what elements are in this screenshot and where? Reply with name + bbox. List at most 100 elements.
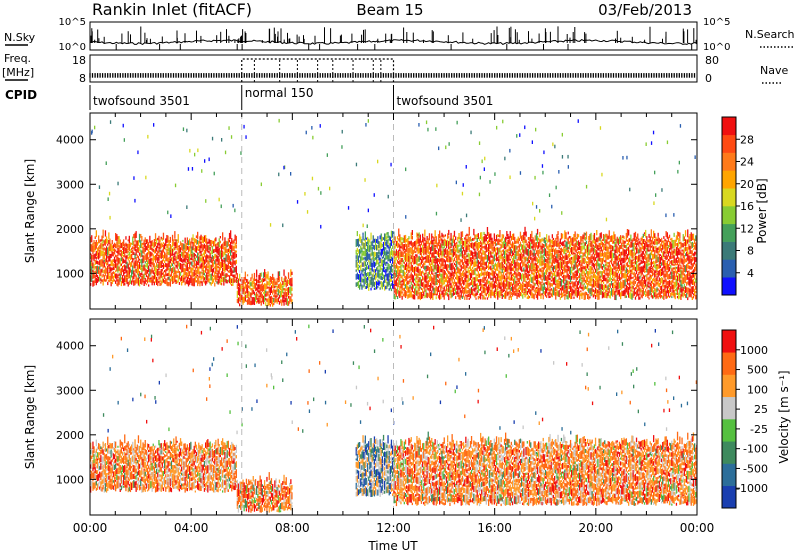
echo-cell bbox=[655, 246, 657, 253]
echo-cell bbox=[440, 258, 442, 262]
echo-cell bbox=[232, 274, 234, 278]
echo-cell bbox=[394, 243, 396, 249]
echo-cell bbox=[266, 298, 268, 302]
echo-cell bbox=[371, 257, 373, 260]
echo-cell bbox=[598, 252, 600, 261]
echo-cell bbox=[499, 275, 501, 281]
echo-cell bbox=[457, 255, 459, 264]
echo-cell bbox=[475, 292, 477, 297]
echo-cell bbox=[597, 271, 599, 276]
echo-cell bbox=[207, 275, 209, 282]
echo-cell bbox=[90, 480, 92, 486]
echo-cell bbox=[94, 260, 96, 265]
echo-cell bbox=[448, 276, 450, 284]
echo-cell bbox=[181, 251, 183, 257]
echo-cell bbox=[432, 272, 434, 276]
echo-cell bbox=[646, 241, 648, 248]
echo-cell bbox=[145, 450, 148, 456]
echo-cell bbox=[198, 256, 200, 266]
echo-cell bbox=[388, 254, 390, 262]
echo-scatter bbox=[516, 134, 518, 138]
echo-cell bbox=[148, 471, 150, 474]
echo-cell bbox=[222, 243, 224, 250]
echo-cell bbox=[646, 257, 648, 264]
echo-cell bbox=[175, 250, 177, 254]
echo-cell bbox=[156, 238, 158, 245]
echo-cell bbox=[650, 245, 652, 248]
echo-cell bbox=[633, 279, 635, 286]
echo-cell bbox=[168, 260, 170, 268]
echo-cell bbox=[654, 250, 656, 259]
echo-cell bbox=[99, 466, 101, 470]
echo-cell bbox=[127, 256, 129, 261]
echo-cell bbox=[525, 239, 527, 243]
echo-cell bbox=[90, 243, 92, 252]
echo-cell bbox=[467, 282, 469, 289]
echo-cell bbox=[506, 272, 508, 278]
echo-cell bbox=[571, 269, 573, 274]
echo-cell bbox=[515, 280, 517, 284]
echo-cell bbox=[390, 256, 393, 261]
echo-cell bbox=[100, 488, 102, 492]
echo-cell bbox=[534, 253, 536, 262]
echo-cell bbox=[491, 244, 493, 251]
echo-cell bbox=[145, 245, 148, 251]
echo-cell bbox=[681, 274, 683, 280]
echo-cell bbox=[497, 234, 499, 237]
echo-cell bbox=[388, 288, 390, 291]
echo-cell bbox=[379, 273, 381, 280]
echo-cell bbox=[503, 289, 506, 292]
echo-cell bbox=[524, 288, 526, 294]
echo-cell bbox=[396, 296, 399, 299]
echo-cell bbox=[371, 281, 373, 288]
echo-cell bbox=[388, 243, 390, 247]
echo-cell bbox=[169, 244, 171, 250]
echo-scatter bbox=[494, 172, 496, 176]
echo-cell bbox=[491, 237, 493, 244]
echo-cell bbox=[157, 237, 159, 241]
echo-cell bbox=[621, 242, 623, 249]
echo-cell bbox=[355, 249, 357, 255]
echo-cell bbox=[582, 245, 584, 250]
echo-cell bbox=[166, 452, 168, 457]
echo-cell bbox=[235, 244, 237, 249]
echo-cell bbox=[423, 272, 425, 276]
echo-cell bbox=[525, 256, 527, 261]
echo-cell bbox=[393, 290, 395, 293]
echo-cell bbox=[564, 289, 566, 293]
echo-cell bbox=[409, 278, 411, 283]
echo-cell bbox=[113, 447, 116, 453]
echo-cell bbox=[686, 239, 688, 246]
echo-cell bbox=[212, 240, 215, 247]
echo-cell bbox=[634, 296, 637, 300]
echo-cell bbox=[451, 276, 453, 284]
echo-cell bbox=[517, 245, 519, 248]
echo-cell bbox=[521, 244, 523, 250]
echo-cell bbox=[150, 264, 152, 268]
echo-cell bbox=[694, 267, 696, 273]
echo-cell bbox=[542, 238, 544, 242]
echo-cell bbox=[141, 267, 143, 273]
echo-cell bbox=[138, 261, 141, 269]
echo-cell bbox=[123, 269, 125, 276]
echo-cell bbox=[441, 268, 443, 273]
echo-cell bbox=[588, 294, 590, 300]
echo-cell bbox=[525, 231, 527, 237]
echo-cell bbox=[522, 273, 524, 279]
echo-cell bbox=[567, 273, 569, 280]
echo-cell bbox=[394, 253, 396, 257]
echo-cell bbox=[544, 262, 547, 269]
echo-cell bbox=[497, 283, 499, 291]
echo-cell bbox=[107, 482, 109, 491]
echo-cell bbox=[378, 262, 380, 267]
echo-cell bbox=[144, 243, 146, 252]
echo-scatter bbox=[311, 126, 313, 130]
echo-cell bbox=[121, 480, 124, 489]
echo-cell bbox=[440, 263, 442, 269]
echo-cell bbox=[548, 248, 550, 254]
echo-cell bbox=[183, 249, 185, 258]
echo-cell bbox=[475, 241, 477, 249]
echo-cell bbox=[661, 271, 663, 276]
echo-cell bbox=[436, 266, 438, 274]
echo-cell bbox=[666, 281, 668, 285]
